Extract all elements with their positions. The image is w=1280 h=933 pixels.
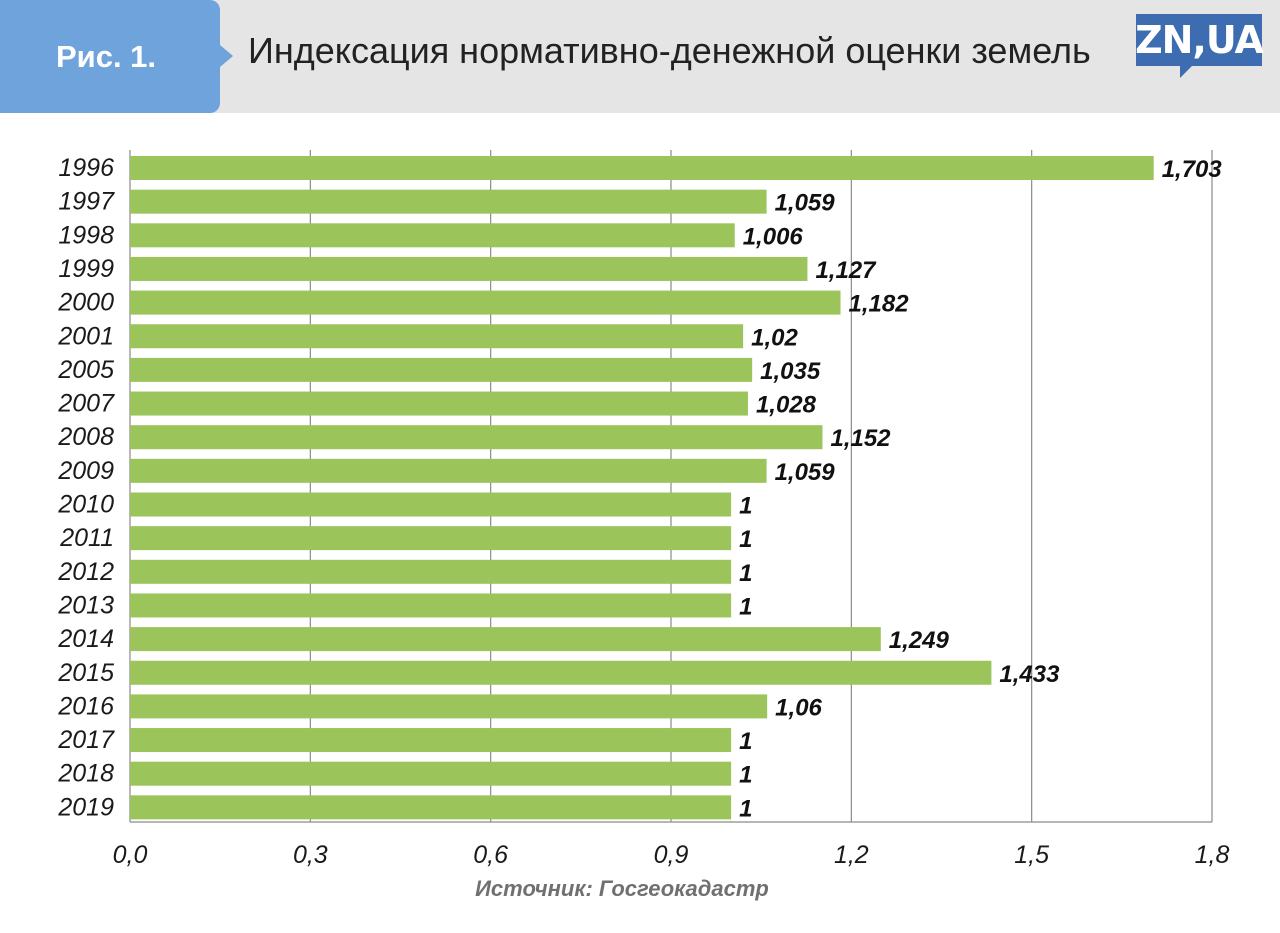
x-tick-label: 1,2 [834, 841, 869, 869]
data-label: 1 [739, 493, 752, 520]
bar [130, 391, 748, 416]
x-tick-label: 0,0 [113, 841, 148, 869]
chart-title: Индексация нормативно-денежной оценки зе… [248, 30, 1091, 71]
data-label: 1,059 [775, 459, 836, 486]
data-label: 1,152 [830, 425, 891, 452]
category-label: 2017 [57, 726, 115, 754]
category-label: 2015 [57, 659, 114, 687]
bar [130, 324, 744, 349]
bar [130, 660, 992, 685]
data-label: 1 [739, 795, 752, 822]
category-label: 1996 [58, 154, 114, 182]
category-label: 2005 [57, 356, 114, 384]
data-label: 1,035 [760, 358, 821, 385]
category-label: 2010 [57, 491, 114, 519]
data-label: 1,127 [815, 257, 877, 284]
bar [130, 290, 841, 315]
x-tick-label: 1,8 [1195, 841, 1230, 869]
data-label: 1,703 [1162, 156, 1223, 183]
category-label: 2018 [57, 760, 114, 788]
bar [130, 728, 732, 753]
data-label: 1,028 [756, 392, 817, 419]
bar-chart: 1996 1,703 1997 1,059 1998 1,006 1999 1,127 2000… [57, 150, 1230, 869]
bar [130, 189, 767, 214]
category-label: 2000 [57, 289, 114, 317]
data-label: 1,02 [751, 324, 798, 351]
bar [130, 593, 732, 618]
category-label: 2016 [57, 692, 114, 720]
bar [130, 761, 732, 786]
category-label: 1998 [58, 221, 114, 249]
bar [130, 458, 767, 483]
data-label: 1,059 [775, 190, 836, 217]
data-label: 1,249 [889, 627, 950, 654]
data-label: 1,433 [999, 661, 1060, 688]
bar [130, 357, 753, 382]
bar [130, 526, 732, 551]
x-tick-label: 0,6 [473, 841, 508, 869]
data-label: 1 [739, 560, 752, 587]
logo-text: ZN,UA [1135, 14, 1264, 66]
data-label: 1 [739, 762, 752, 789]
x-tick-label: 0,3 [293, 841, 328, 869]
bar [130, 627, 881, 652]
x-tick-label: 0,9 [654, 841, 689, 869]
category-label: 1999 [58, 255, 114, 283]
figure-label-pointer [220, 45, 233, 67]
logo-speech-tail [1180, 66, 1192, 78]
data-label: 1 [739, 728, 752, 755]
category-label: 1997 [58, 188, 115, 216]
bar [130, 156, 1154, 180]
bar [130, 223, 735, 248]
category-label: 2001 [57, 322, 114, 350]
figure-label: Рис. 1. [0, 0, 220, 113]
data-label: 1,182 [849, 291, 910, 318]
bar [130, 492, 732, 517]
bar [130, 559, 732, 584]
category-label: 2019 [57, 793, 114, 821]
category-label: 2013 [57, 591, 114, 619]
bar [130, 694, 768, 719]
data-label: 1,06 [775, 694, 822, 721]
category-label: 2008 [57, 423, 114, 451]
category-label: 2014 [57, 625, 114, 653]
source-note: Источник: Госгеокадастр [475, 876, 769, 901]
bar [130, 425, 823, 450]
bar [130, 795, 732, 820]
data-label: 1 [739, 526, 752, 553]
bar [130, 256, 808, 281]
zn-ua-logo: ZN,UA [1135, 14, 1264, 78]
x-tick-label: 1,5 [1014, 841, 1049, 869]
category-label: 2011 [59, 524, 114, 552]
category-label: 2007 [57, 390, 115, 418]
data-label: 1,006 [743, 223, 804, 250]
category-label: 2009 [57, 457, 114, 485]
category-label: 2012 [57, 558, 114, 586]
data-label: 1 [739, 593, 752, 620]
